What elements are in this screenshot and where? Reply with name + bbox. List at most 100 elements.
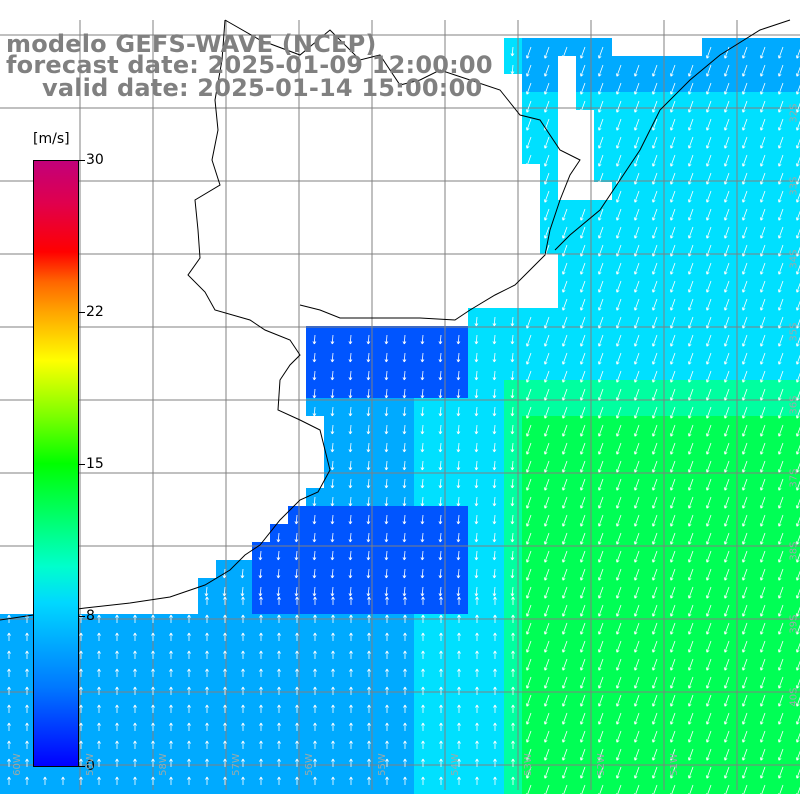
wind-arrow [475, 740, 479, 749]
wind-arrow [651, 568, 658, 581]
wind-arrow [597, 280, 604, 293]
wind-arrow [759, 550, 766, 563]
wind-arrow [348, 550, 353, 561]
wind-arrow [384, 334, 389, 345]
wind-arrow [759, 658, 766, 671]
wind-arrow [133, 704, 137, 713]
latitude-label: 34S [788, 249, 800, 269]
wind-arrow [777, 298, 784, 311]
wind-arrow [597, 370, 604, 383]
wind-arrow [493, 650, 497, 659]
wind-arrow [669, 424, 676, 437]
wind-arrow [795, 156, 800, 167]
wind-arrow [475, 650, 479, 659]
wind-cell [792, 308, 800, 326]
wind-arrow [25, 668, 29, 677]
wind-arrow [759, 532, 766, 545]
wind-arrow [795, 534, 800, 545]
wind-arrow [579, 388, 586, 401]
wind-arrow [493, 740, 497, 749]
wind-arrow [115, 722, 119, 731]
wind-arrow [615, 352, 622, 365]
wind-arrow [525, 442, 532, 455]
wind-arrow [475, 686, 479, 695]
wind-arrow [633, 352, 640, 365]
wind-arrow [741, 118, 748, 131]
wind-arrow [510, 316, 515, 327]
wind-arrow [687, 622, 694, 635]
wind-arrow [543, 730, 550, 743]
wind-arrow [456, 442, 461, 453]
wind-arrow [456, 406, 461, 417]
latitude-label: 40S [788, 687, 800, 707]
wind-arrow [705, 190, 712, 203]
wind-arrow [741, 64, 748, 77]
wind-arrow [525, 496, 532, 509]
wind-cell [792, 506, 800, 524]
wind-arrow [561, 532, 568, 545]
wind-arrow [687, 388, 694, 401]
wind-arrow [511, 614, 515, 623]
wind-arrow [543, 460, 550, 473]
tick-mark-15 [79, 464, 85, 465]
wind-arrow [651, 766, 658, 779]
wind-arrow [543, 424, 550, 437]
wind-arrow [615, 262, 622, 275]
wind-arrow [367, 650, 371, 659]
wind-arrow [615, 676, 622, 689]
wind-arrow [366, 568, 371, 579]
wind-arrow [687, 532, 694, 545]
wind-arrow [115, 740, 119, 749]
wind-arrow [525, 622, 532, 635]
wind-arrow [705, 784, 712, 797]
wind-arrow [579, 640, 586, 653]
wind-arrow [633, 658, 640, 671]
wind-arrow [723, 550, 730, 563]
wind-arrow [259, 740, 263, 749]
wind-arrow [456, 550, 461, 561]
wind-arrow [597, 748, 604, 761]
wind-arrow [759, 730, 766, 743]
wind-arrow [241, 686, 245, 695]
wind-arrow [312, 586, 317, 597]
wind-arrow [133, 776, 137, 785]
wind-arrow [384, 460, 389, 471]
wind-arrow [366, 442, 371, 453]
wind-arrow [331, 614, 335, 623]
wind-arrow [741, 136, 748, 149]
wind-arrow [420, 532, 425, 543]
wind-arrow [741, 388, 748, 401]
wind-arrow [723, 46, 730, 59]
wind-arrow [597, 730, 604, 743]
wind-arrow [510, 334, 515, 345]
wind-arrow [511, 668, 515, 677]
wind-arrow [7, 758, 11, 767]
wind-arrow [349, 740, 353, 749]
wind-arrow [651, 208, 658, 221]
wind-arrow [367, 686, 371, 695]
wind-arrow [492, 550, 497, 561]
wind-arrow [367, 740, 371, 749]
wind-arrow [759, 226, 766, 239]
wind-arrow [259, 632, 263, 641]
wind-arrow [633, 64, 640, 77]
wind-arrow [615, 442, 622, 455]
wind-arrow [669, 442, 676, 455]
wind-arrow [741, 226, 748, 239]
wind-arrow [597, 604, 604, 617]
wind-arrow [723, 370, 730, 383]
wind-arrow [457, 632, 461, 641]
wind-arrow [759, 388, 766, 401]
longitude-label: 53W [522, 753, 534, 776]
wind-arrow [420, 352, 425, 363]
wind-arrow [597, 334, 604, 347]
wind-arrow [723, 406, 730, 419]
wind-arrow [561, 226, 568, 239]
wind-arrow [597, 550, 604, 563]
wind-arrow [705, 118, 712, 131]
wind-arrow [777, 442, 784, 455]
wind-arrow [492, 334, 497, 345]
wind-arrow [561, 280, 568, 293]
wind-arrow [543, 712, 550, 725]
wind-arrow [313, 668, 317, 677]
